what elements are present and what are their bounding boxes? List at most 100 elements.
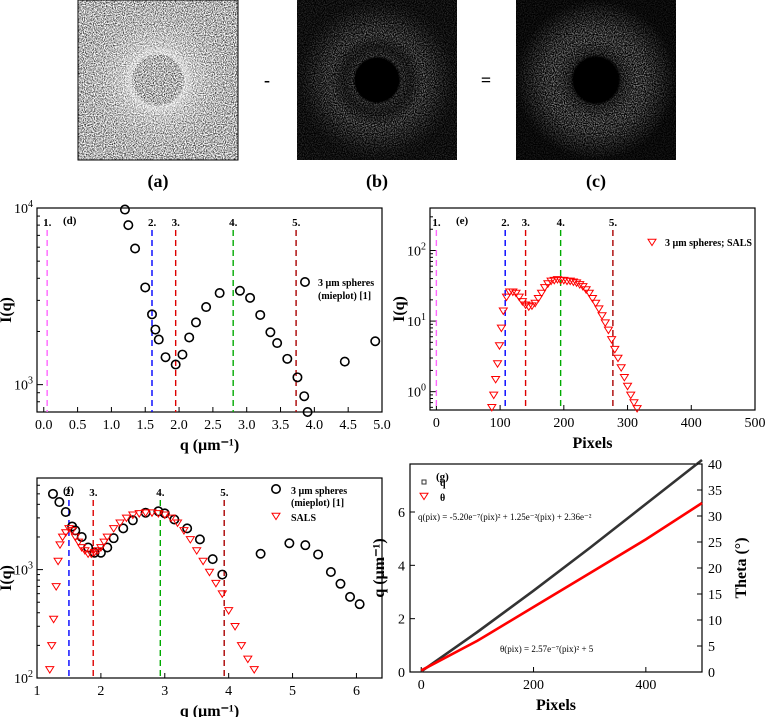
data-point [99,538,109,547]
reference-line-label: 3. [172,217,181,229]
data-point [488,391,499,400]
data-point [255,548,266,559]
x-tick-label: 0.0 [35,418,53,433]
data-point [536,289,547,298]
data-point [147,309,158,320]
x-axis-label: Pixels [573,435,613,452]
y-tick-label: 101 [407,312,426,330]
image-b-label: (b) [366,171,388,192]
data-point [153,334,164,345]
x-tick-label: 5.0 [373,418,391,433]
data-point [574,281,585,290]
data-point [177,349,188,360]
data-point [182,523,193,534]
x-tick-label: 1.5 [136,418,154,433]
x-axis-label: Pixels [536,697,576,714]
x-tick-label: 6 [353,684,360,699]
x-tick-label: 3.0 [238,418,256,433]
y-tick-label: 102 [407,241,426,259]
x-tick-label: 1.0 [103,418,121,433]
data-point [606,336,617,344]
y-right-tick-label: 40 [708,458,722,473]
y-right-tick-label: 5 [708,640,715,655]
data-point [511,289,521,298]
x-tick-label: 4 [225,684,232,699]
y-tick-label: 104 [14,199,33,217]
data-point [55,541,65,550]
y-tick-label: 103 [14,561,33,579]
x-axis-label: q (µm⁻¹) [180,437,239,454]
data-point [234,285,245,296]
plots: 0.0 0.5 1.0 1.5 2.0 2.5 3.0 3.5 4.0 4.5 5.01031041… [0,199,766,717]
data-point [530,299,541,308]
data-point [46,642,57,650]
data-point [223,607,234,615]
data-point [130,243,141,254]
legend-marker [647,238,657,247]
data-point [47,488,58,499]
data-point [600,319,611,328]
minus-operator: - [264,70,270,90]
data-point [134,510,145,518]
data-point [118,523,129,534]
data-point [53,557,63,566]
data-point [185,536,196,544]
data-point [207,554,218,565]
data-point [272,338,283,349]
data-point [587,295,598,303]
y-right-tick-label: 10 [708,614,722,629]
legend-label: SALS [291,513,316,524]
chart-panel-d: 0.0 0.5 1.0 1.5 2.0 2.5 3.0 3.5 4.0 4.5 5.0 103 104 1… [0,199,391,454]
data-point [335,578,346,589]
data-point [150,324,161,335]
x-tick-label: 100 [490,416,511,431]
data-point [533,295,544,303]
data-point [249,666,260,674]
data-point [609,345,620,354]
data-point [245,292,256,303]
data-point [121,514,132,523]
data-point [127,515,138,526]
y-tick-label: 0 [398,666,405,681]
series-line-q [420,458,703,673]
data-point [302,406,313,417]
legend-marker [421,479,427,485]
data-point [370,336,381,347]
data-point [584,289,595,298]
equation-theta: θ(pix) = 2.57e⁻⁷(pix)² + 5 [500,644,594,654]
image-c [516,0,676,160]
data-point [172,519,183,528]
reference-line-label: 5. [609,217,618,229]
legend-label: θ [440,493,445,504]
legend-marker [270,483,281,494]
data-point [590,299,601,308]
data-point [255,309,266,320]
y-axis-label: I(q) [0,565,15,591]
data-point [70,533,81,542]
data-point [565,277,576,286]
y-tick-label: 103 [14,376,33,394]
x-tick-label: 200 [523,678,544,693]
x-tick-label: 0.5 [69,418,87,433]
y-axis-label: q (µm⁻¹) [371,538,388,597]
x-tick-label: 3.5 [272,418,290,433]
legend-label: (mieplot) [1] [291,498,344,509]
x-tick-label: 0 [433,416,440,431]
legend-marker [419,492,429,501]
data-point [204,568,215,577]
plot-frame [36,207,383,413]
data-point [568,278,579,287]
data-point [265,327,276,338]
data-point [603,326,614,335]
data-point [242,655,253,664]
y-right-tick-label: 20 [708,562,722,577]
reference-line-label: 5. [220,487,229,499]
y-right-tick-label: 30 [708,510,722,525]
data-point [48,615,59,624]
x-tick-label: 4.5 [339,418,357,433]
data-point [496,324,507,333]
data-point [490,375,501,384]
data-point [300,540,311,551]
data-point [60,506,71,517]
